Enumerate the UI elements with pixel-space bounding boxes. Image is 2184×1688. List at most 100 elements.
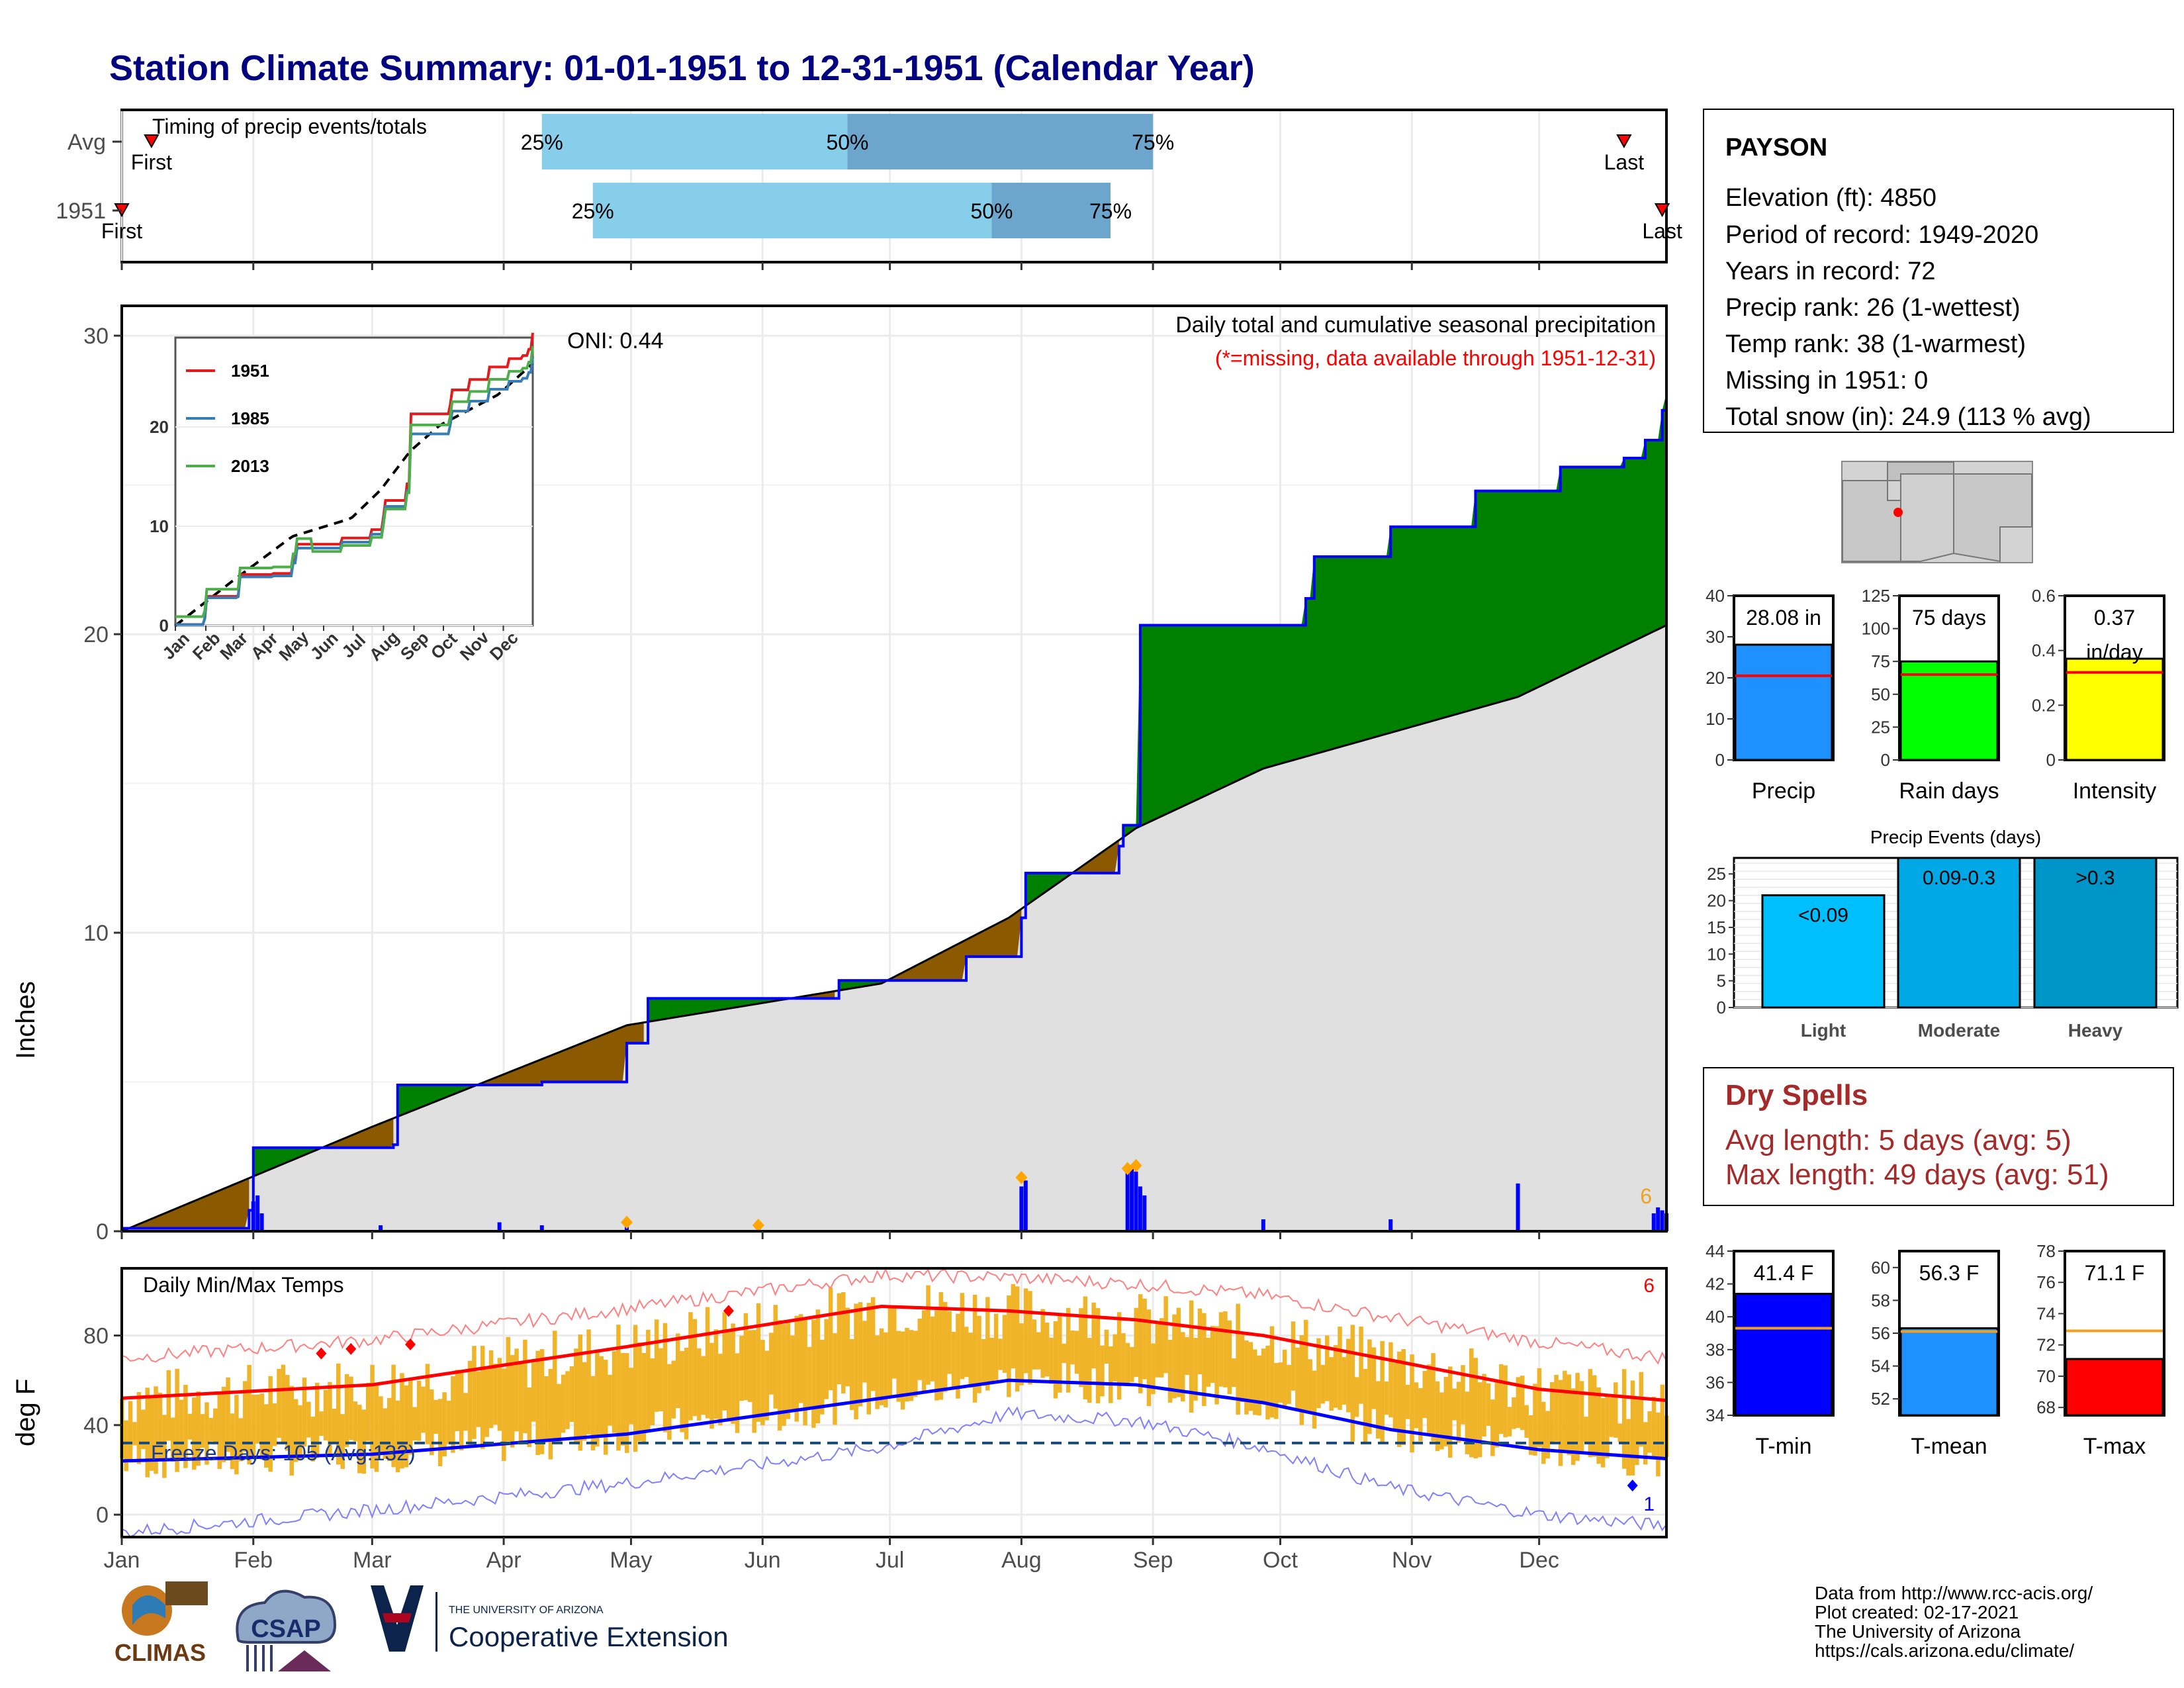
- daily-temp-bar: [314, 1382, 320, 1458]
- daily-temp-bar: [956, 1313, 960, 1399]
- daily-precip-bar: [497, 1222, 502, 1231]
- daily-temp-bar: [1329, 1357, 1334, 1411]
- daily-temp-bar: [472, 1346, 477, 1439]
- daily-temp-bar: [989, 1337, 994, 1383]
- daily-temp-bar: [667, 1364, 672, 1440]
- daily-temp-bar: [302, 1378, 307, 1447]
- snow-marker-icon: [1015, 1170, 1028, 1184]
- timing-pct-label: 50%: [970, 199, 1013, 223]
- daily-temp-bar: [951, 1331, 956, 1389]
- daily-temp-bar: [1206, 1337, 1210, 1387]
- daily-temp-bar: [145, 1387, 150, 1477]
- csap-logo: CSAP: [236, 1589, 337, 1671]
- daily-temp-bar: [1639, 1372, 1644, 1447]
- daily-temp-bar: [1452, 1388, 1457, 1421]
- daily-temp-bar: [179, 1399, 184, 1458]
- daily-temp-bar: [408, 1380, 413, 1455]
- daily-temp-bar: [662, 1323, 668, 1432]
- daily-temp-bar: [425, 1364, 430, 1444]
- tmin-summary-ytick-label: 36: [1706, 1372, 1725, 1392]
- daily-temp-bar: [306, 1401, 311, 1438]
- tmin-summary-ytick-label: 40: [1706, 1307, 1725, 1327]
- inset-series-line: [175, 346, 534, 618]
- climas-wordmark: CLIMAS: [114, 1639, 206, 1666]
- daily-temp-bar: [1503, 1365, 1508, 1438]
- daily-temp-bar: [633, 1325, 638, 1452]
- daily-temp-bar: [1371, 1347, 1377, 1409]
- daily-temp-bar: [1660, 1384, 1665, 1459]
- below-normal-area: [478, 1022, 644, 1086]
- daily-temp-bar: [187, 1413, 193, 1440]
- climas-swoosh: [132, 1595, 165, 1625]
- daily-temp-bar: [892, 1305, 897, 1379]
- daily-temp-bar: [688, 1312, 693, 1421]
- daily-temp-bar: [1461, 1365, 1465, 1425]
- daily-precip-bar: [379, 1225, 383, 1231]
- daily-temp-bar: [1116, 1312, 1122, 1400]
- daily-temp-bar: [1223, 1311, 1228, 1387]
- oni-label: ONI: 0.44: [567, 328, 664, 353]
- daily-temp-bar: [1431, 1353, 1435, 1442]
- daily-temp-bar: [1066, 1307, 1071, 1393]
- main-axes: 0 10 20 30: [83, 305, 1668, 1244]
- daily-temp-bar: [1087, 1338, 1092, 1403]
- credit-line: The University of Arizona: [1815, 1621, 2021, 1642]
- daily-temp-bar: [332, 1409, 337, 1444]
- daily-temp-bar: [930, 1316, 935, 1382]
- ua-a-outline: [371, 1585, 424, 1652]
- daily-temp-bar: [612, 1351, 617, 1433]
- daily-temp-bar: [1367, 1339, 1372, 1434]
- event-category-label: Moderate: [1918, 1020, 2000, 1041]
- daily-temp-bar: [1567, 1374, 1572, 1456]
- summary-bars: 0 10 20 30 40 28.08 in Precip 0 25 50 75 100 125 75 d…: [1706, 586, 2165, 804]
- daily-temp-bar: [1422, 1370, 1428, 1419]
- raindays-summary-category-label: Rain days: [1899, 778, 1999, 804]
- event-category-label: Heavy: [2068, 1020, 2123, 1041]
- daily-temp-bar: [1104, 1329, 1109, 1364]
- daily-temp-bar: [1630, 1380, 1635, 1476]
- daily-temp-bar: [1163, 1296, 1168, 1374]
- daily-temp-bar: [1265, 1345, 1270, 1420]
- daily-temp-bar: [221, 1386, 226, 1462]
- daily-temp-bar: [858, 1302, 863, 1407]
- temp-corner-top: 6: [1643, 1275, 1655, 1297]
- daily-temp-bar: [1516, 1377, 1521, 1429]
- daily-temp-bar: [1028, 1291, 1032, 1385]
- daily-temp-bar: [175, 1368, 179, 1472]
- daily-temp-bar: [747, 1330, 752, 1403]
- daily-temp-bar: [782, 1324, 786, 1426]
- daily-temp-bar: [310, 1417, 316, 1462]
- daily-temp-bar: [1058, 1313, 1062, 1393]
- map-state-az: [1900, 473, 1954, 562]
- daily-temp-bar: [277, 1368, 281, 1438]
- daily-temp-bar: [654, 1319, 659, 1412]
- daily-temp-bar: [599, 1356, 604, 1436]
- daily-temp-bar: [578, 1334, 583, 1451]
- daily-temp-bar: [484, 1368, 489, 1437]
- daily-temp-bar: [1282, 1349, 1287, 1407]
- daily-temp-bar: [1545, 1411, 1550, 1459]
- daily-temp-bar: [1592, 1375, 1597, 1457]
- month-axis-label: Apr: [486, 1548, 522, 1573]
- daily-precip-bar: [1388, 1219, 1393, 1231]
- temp-chart: 0 40 80 Daily Min/Max Temps Freeze Days: 1…: [11, 1267, 1669, 1573]
- daily-temp-bar: [616, 1325, 621, 1451]
- daily-temp-bar: [926, 1285, 931, 1385]
- daily-temp-bar: [798, 1314, 803, 1403]
- tmax-summary-ytick-label: 78: [2036, 1241, 2056, 1261]
- map-state-nv-ut: [1887, 461, 1954, 481]
- record_max-line: [121, 1267, 1667, 1365]
- daily-temp-bar: [1011, 1284, 1016, 1369]
- daily-temp-bar: [1617, 1423, 1622, 1442]
- intensity-summary-ytick-label: 0.2: [2032, 695, 2056, 715]
- daily-temp-bar: [603, 1360, 608, 1455]
- daily-temp-bar: [595, 1352, 600, 1447]
- daily-temp-bar: [1257, 1355, 1261, 1416]
- tmean-summary-bar: [1899, 1327, 1999, 1417]
- daily-temp-bar: [1346, 1338, 1351, 1413]
- inset-series-line: [175, 332, 534, 626]
- events-ytick-label: 0: [1717, 998, 1726, 1017]
- daily-temp-bar: [200, 1414, 205, 1448]
- daily-temp-bar: [671, 1360, 676, 1419]
- timing-bar-50-75: [991, 183, 1111, 238]
